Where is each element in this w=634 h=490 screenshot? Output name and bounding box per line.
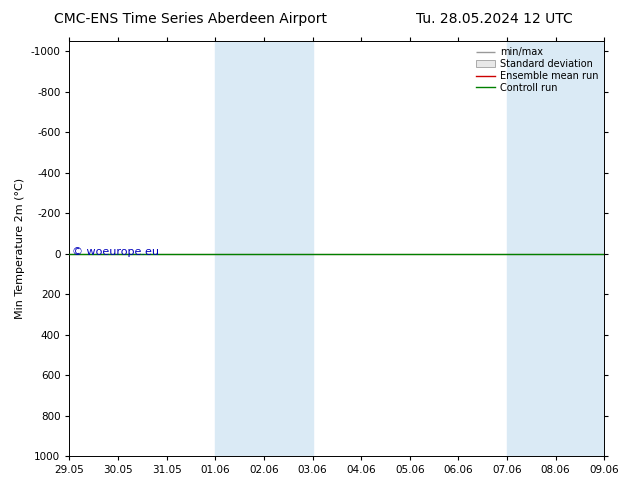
- Text: © woeurope.eu: © woeurope.eu: [72, 246, 159, 257]
- Bar: [507, 41, 604, 456]
- Text: Tu. 28.05.2024 12 UTC: Tu. 28.05.2024 12 UTC: [416, 12, 573, 26]
- Legend: min/max, Standard deviation, Ensemble mean run, Controll run: min/max, Standard deviation, Ensemble me…: [472, 43, 602, 97]
- Bar: [216, 41, 313, 456]
- Y-axis label: Min Temperature 2m (°C): Min Temperature 2m (°C): [15, 178, 25, 319]
- Text: CMC-ENS Time Series Aberdeen Airport: CMC-ENS Time Series Aberdeen Airport: [54, 12, 327, 26]
